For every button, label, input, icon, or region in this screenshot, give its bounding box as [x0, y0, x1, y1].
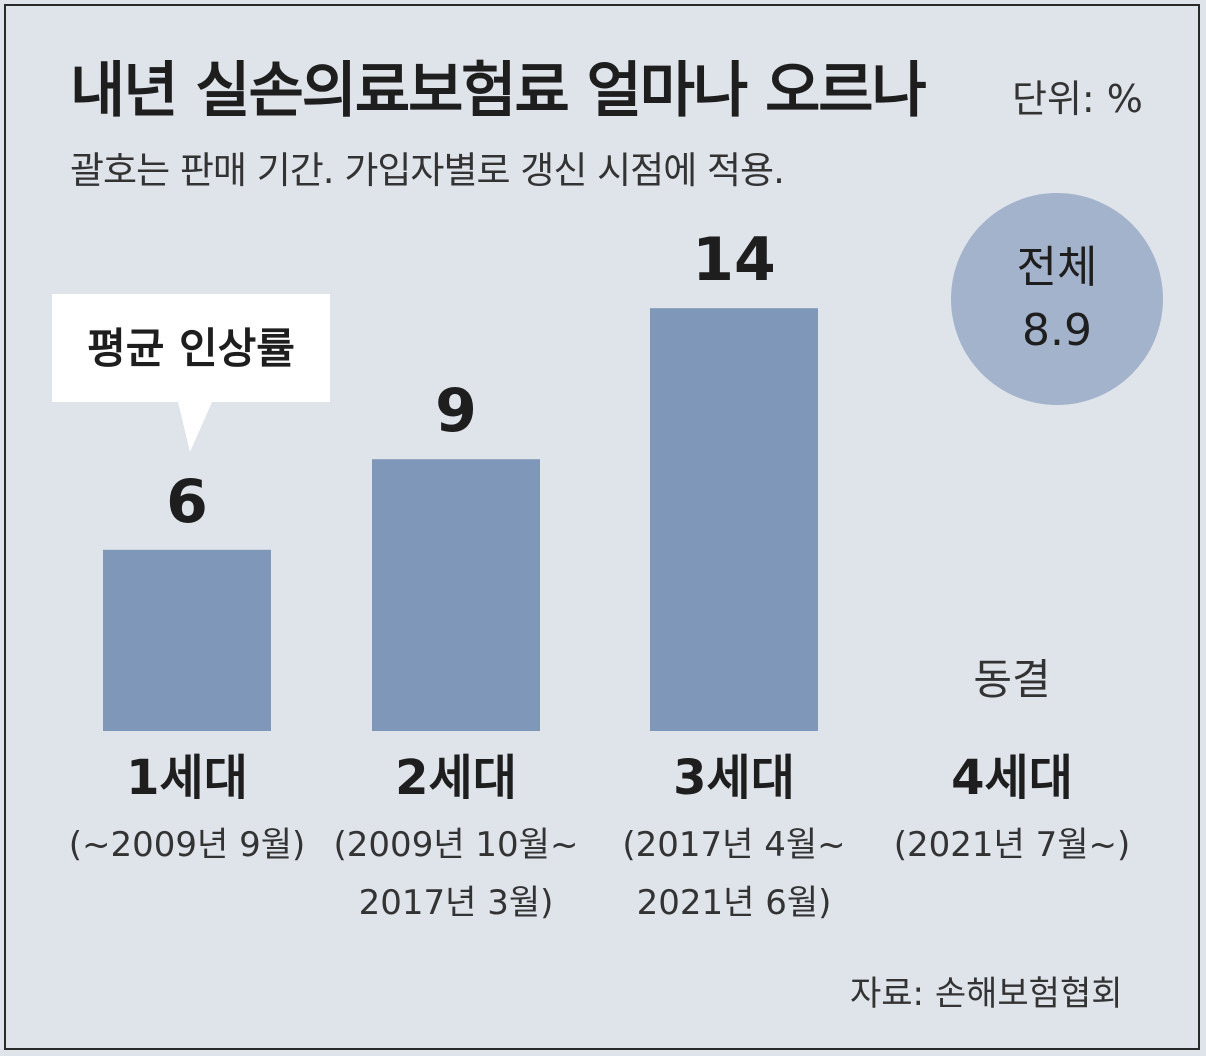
source-note: 자료: 손해보험협회	[850, 974, 1123, 1014]
bar-2	[372, 459, 540, 731]
bar-3	[650, 308, 818, 731]
unit-label: 단위: %	[1012, 77, 1143, 121]
period-label-4-1: (2021년 7월~)	[894, 825, 1131, 865]
value-label-1: 6	[166, 467, 208, 537]
category-label-1: 1세대	[126, 750, 248, 806]
category-label-3: 3세대	[673, 750, 795, 806]
total-value: 8.9	[1022, 305, 1092, 356]
value-label-4: 동결	[973, 655, 1050, 704]
category-label-2: 2세대	[395, 750, 517, 806]
value-label-2: 9	[435, 376, 477, 446]
period-label-1-1: (~2009년 9월)	[69, 825, 306, 865]
total-label: 전체	[1017, 242, 1098, 293]
bar-1	[103, 549, 271, 731]
page-title: 내년 실손의료보험료 얼마나 오르나	[70, 56, 927, 126]
period-label-2-1: (2009년 10월~	[334, 825, 579, 865]
value-label-3: 14	[692, 225, 776, 295]
subtitle: 괄호는 판매 기간. 가입자별로 갱신 시점에 적용.	[70, 149, 785, 192]
total-circle-group: 전체 8.9	[951, 193, 1163, 405]
infographic-frame	[4, 4, 1200, 1050]
category-label-4: 4세대	[951, 750, 1073, 806]
period-label-3-1: (2017년 4월~	[622, 825, 845, 865]
bars-layer: 6 1세대 (~2009년 9월) 9 2세대 (2009년 10월~ 2017년 3월) 1…	[69, 225, 1131, 923]
total-circle	[951, 193, 1163, 405]
period-label-2-2: 2017년 3월)	[359, 883, 554, 923]
callout-text: 평균 인상률	[87, 324, 295, 373]
callout-bubble: 평균 인상률	[52, 294, 330, 452]
period-label-3-2: 2021년 6월)	[637, 883, 832, 923]
callout-box	[52, 294, 330, 452]
